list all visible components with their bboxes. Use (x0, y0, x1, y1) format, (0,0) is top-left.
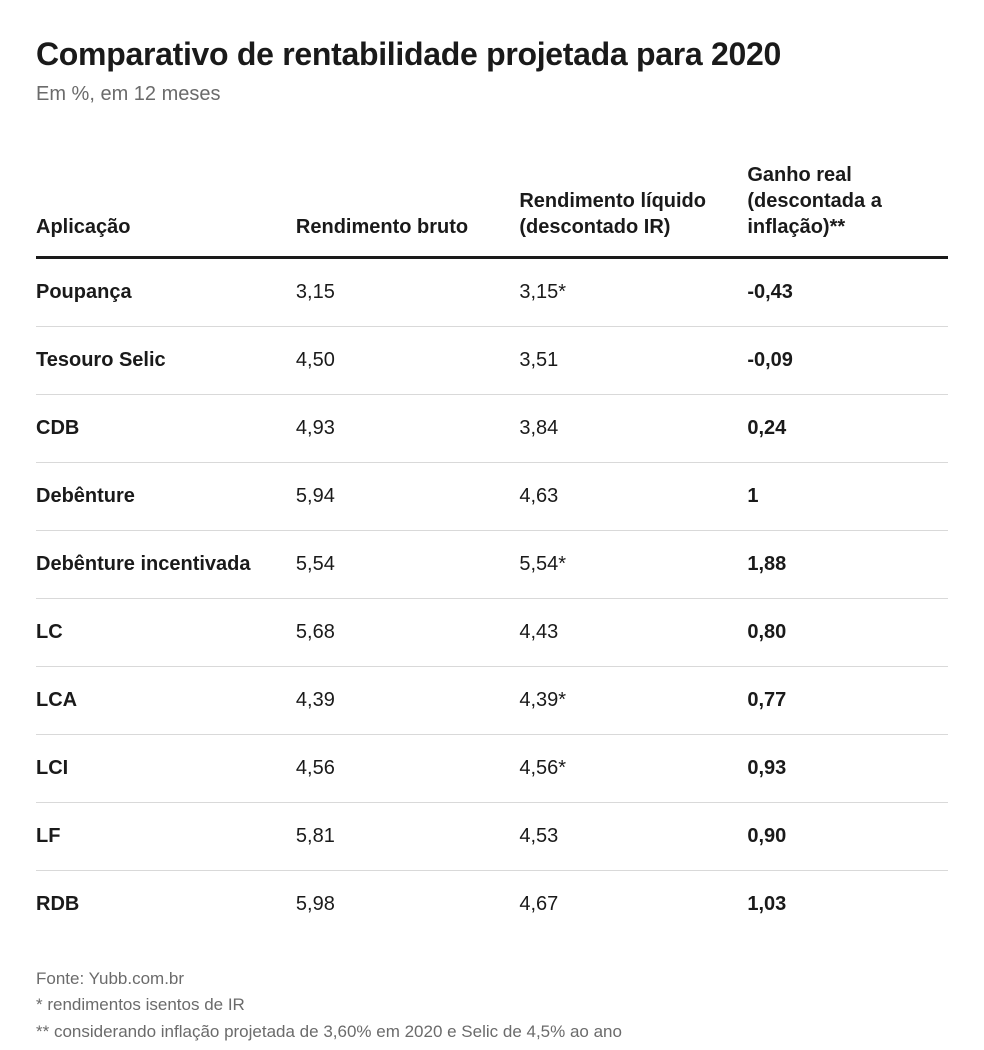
cell-aplicacao: Debênture incentivada (36, 531, 296, 599)
table-row: LF5,814,530,90 (36, 803, 948, 871)
cell-aplicacao: LCA (36, 667, 296, 735)
cell-liquido: 4,63 (519, 463, 747, 531)
col-header-bruto: Rendimento bruto (296, 162, 519, 258)
col-header-ganho-real: Ganho real (descontada a inflação)** (747, 162, 948, 258)
col-header-aplicacao: Aplicação (36, 162, 296, 258)
cell-ganho_real: 0,90 (747, 803, 948, 871)
table-row: CDB4,933,840,24 (36, 395, 948, 463)
cell-bruto: 4,50 (296, 327, 519, 395)
cell-ganho_real: 0,77 (747, 667, 948, 735)
cell-ganho_real: 1 (747, 463, 948, 531)
footnote-double-asterisk: ** considerando inflação projetada de 3,… (36, 1019, 948, 1045)
cell-bruto: 5,94 (296, 463, 519, 531)
table-row: Tesouro Selic4,503,51-0,09 (36, 327, 948, 395)
table-row: LC5,684,430,80 (36, 599, 948, 667)
table-row: Debênture5,944,631 (36, 463, 948, 531)
cell-aplicacao: CDB (36, 395, 296, 463)
cell-aplicacao: Debênture (36, 463, 296, 531)
profitability-table: Aplicação Rendimento bruto Rendimento lí… (36, 162, 948, 938)
table-row: Poupança3,153,15*-0,43 (36, 258, 948, 327)
cell-aplicacao: RDB (36, 871, 296, 939)
page-title: Comparativo de rentabilidade projetada p… (36, 36, 948, 73)
col-header-liquido: Rendimento líquido (descontado IR) (519, 162, 747, 258)
cell-ganho_real: -0,09 (747, 327, 948, 395)
cell-bruto: 4,56 (296, 735, 519, 803)
cell-bruto: 5,54 (296, 531, 519, 599)
cell-ganho_real: 1,88 (747, 531, 948, 599)
cell-ganho_real: -0,43 (747, 258, 948, 327)
cell-bruto: 4,39 (296, 667, 519, 735)
cell-liquido: 3,84 (519, 395, 747, 463)
table-row: RDB5,984,671,03 (36, 871, 948, 939)
cell-liquido: 4,67 (519, 871, 747, 939)
page-subtitle: Em %, em 12 meses (36, 83, 948, 106)
cell-bruto: 5,68 (296, 599, 519, 667)
cell-aplicacao: LC (36, 599, 296, 667)
cell-liquido: 4,43 (519, 599, 747, 667)
cell-bruto: 5,98 (296, 871, 519, 939)
cell-ganho_real: 1,03 (747, 871, 948, 939)
table-row: Debênture incentivada5,545,54*1,88 (36, 531, 948, 599)
footnotes: Fonte: Yubb.com.br * rendimentos isentos… (36, 966, 948, 1045)
cell-aplicacao: Poupança (36, 258, 296, 327)
table-body: Poupança3,153,15*-0,43Tesouro Selic4,503… (36, 258, 948, 939)
cell-ganho_real: 0,80 (747, 599, 948, 667)
table-row: LCI4,564,56*0,93 (36, 735, 948, 803)
cell-ganho_real: 0,24 (747, 395, 948, 463)
table-header-row: Aplicação Rendimento bruto Rendimento lí… (36, 162, 948, 258)
footnote-asterisk: * rendimentos isentos de IR (36, 992, 948, 1018)
cell-aplicacao: Tesouro Selic (36, 327, 296, 395)
cell-liquido: 4,56* (519, 735, 747, 803)
cell-liquido: 5,54* (519, 531, 747, 599)
table-row: LCA4,394,39*0,77 (36, 667, 948, 735)
cell-bruto: 5,81 (296, 803, 519, 871)
cell-bruto: 4,93 (296, 395, 519, 463)
cell-ganho_real: 0,93 (747, 735, 948, 803)
cell-aplicacao: LF (36, 803, 296, 871)
cell-liquido: 3,51 (519, 327, 747, 395)
cell-aplicacao: LCI (36, 735, 296, 803)
cell-liquido: 3,15* (519, 258, 747, 327)
cell-liquido: 4,39* (519, 667, 747, 735)
cell-liquido: 4,53 (519, 803, 747, 871)
cell-bruto: 3,15 (296, 258, 519, 327)
footnote-source: Fonte: Yubb.com.br (36, 966, 948, 992)
